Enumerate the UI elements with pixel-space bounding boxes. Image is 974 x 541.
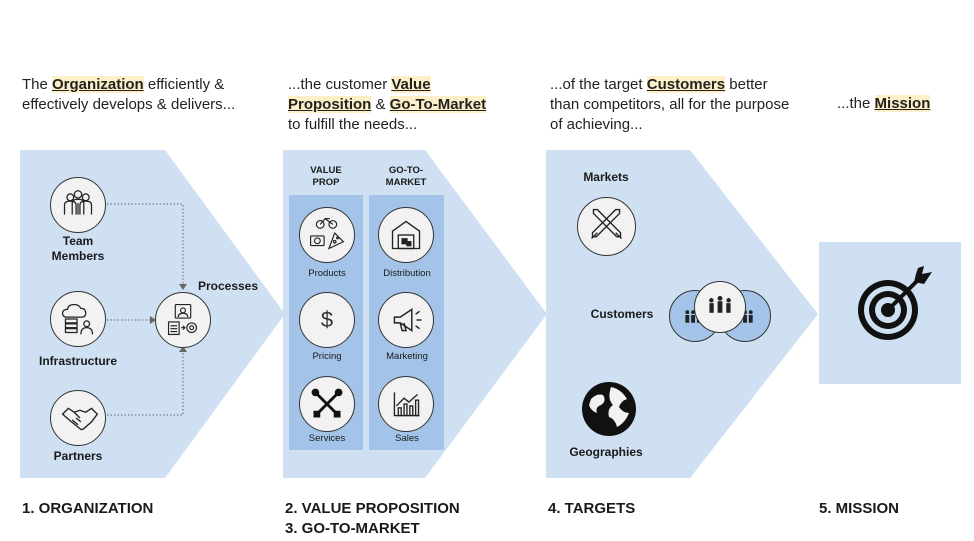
target-bullseye-icon bbox=[856, 264, 940, 348]
footer-mission: 5. MISSION bbox=[819, 500, 900, 517]
sales-label: Sales bbox=[395, 433, 419, 444]
distribution-label: Distribution bbox=[383, 268, 431, 279]
footer-organization: 1. ORGANIZATION bbox=[22, 500, 154, 517]
processes-label: Processes bbox=[197, 279, 259, 293]
footer-targets: 4. TARGETS bbox=[548, 500, 636, 517]
highlight-go-to-market: Go-To-Market bbox=[389, 96, 487, 113]
intro-targets: ...of the target Customers better than c… bbox=[550, 76, 790, 133]
intro-organization: The Organization efficiently & effective… bbox=[22, 76, 236, 113]
team-members-icon bbox=[50, 177, 106, 233]
geographies-label: Geographies bbox=[569, 445, 643, 459]
footer-value-proposition: 2. VALUE PROPOSITION bbox=[285, 500, 460, 517]
marketing-megaphone-icon bbox=[378, 292, 434, 348]
dollar-sign: $ bbox=[320, 307, 334, 332]
products-label: Products bbox=[308, 268, 346, 279]
globe-icon bbox=[581, 381, 637, 437]
services-tools-icon bbox=[299, 376, 355, 432]
marketing-label: Marketing bbox=[386, 351, 428, 362]
value-prop-heading: VALUE PROP bbox=[310, 165, 342, 188]
sales-chart-icon bbox=[378, 376, 434, 432]
infrastructure-icon bbox=[50, 291, 106, 347]
markets-swords-icon bbox=[577, 197, 636, 256]
processes-icon bbox=[155, 292, 211, 348]
services-label: Services bbox=[308, 433, 346, 444]
customers-group-center-icon bbox=[694, 281, 746, 333]
highlight-organization: Organization bbox=[52, 76, 144, 93]
handshake-icon bbox=[50, 390, 106, 446]
intro-mission: ...the Mission bbox=[837, 95, 931, 112]
team-members-label: Team Members bbox=[51, 234, 105, 263]
go-to-market-heading: GO-TO-MARKET bbox=[385, 165, 427, 188]
infrastructure-label: Infrastructure bbox=[38, 354, 118, 368]
intro-value: ...the customer Value Proposition & Go-T… bbox=[288, 76, 487, 133]
footer-go-to-market: 3. GO-TO-MARKET bbox=[285, 520, 420, 537]
customers-label: Customers bbox=[590, 307, 654, 321]
partners-label: Partners bbox=[53, 449, 103, 463]
pricing-label: Pricing bbox=[312, 351, 342, 362]
connector-lines bbox=[107, 203, 184, 416]
markets-label: Markets bbox=[583, 170, 629, 184]
products-icon bbox=[299, 207, 355, 263]
highlight-customers: Customers bbox=[646, 76, 726, 93]
highlight-mission: Mission bbox=[874, 95, 931, 112]
pricing-icon: $ bbox=[299, 292, 355, 348]
distribution-icon bbox=[378, 207, 434, 263]
